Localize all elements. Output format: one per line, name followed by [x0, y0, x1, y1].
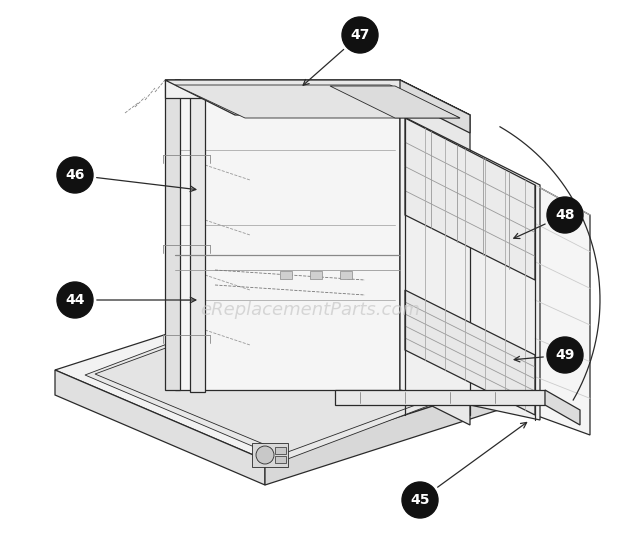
Polygon shape: [175, 85, 460, 118]
Polygon shape: [165, 80, 400, 98]
Text: 47: 47: [350, 28, 370, 42]
Polygon shape: [175, 80, 400, 390]
Circle shape: [402, 482, 438, 518]
Polygon shape: [400, 80, 470, 425]
Bar: [252, 443, 288, 467]
Polygon shape: [55, 280, 545, 460]
Bar: [280, 271, 292, 279]
Text: eReplacementParts.com: eReplacementParts.com: [200, 301, 420, 319]
Polygon shape: [85, 290, 510, 460]
Polygon shape: [265, 370, 545, 485]
Polygon shape: [55, 370, 265, 485]
Polygon shape: [165, 80, 195, 90]
Polygon shape: [190, 85, 220, 95]
Bar: [310, 271, 322, 279]
Polygon shape: [165, 80, 180, 390]
Circle shape: [547, 197, 583, 233]
Bar: [275, 447, 286, 454]
Polygon shape: [535, 185, 590, 435]
Polygon shape: [95, 295, 500, 453]
Bar: [340, 271, 352, 279]
Polygon shape: [400, 115, 540, 420]
Polygon shape: [165, 80, 470, 115]
Text: 45: 45: [410, 493, 430, 507]
Polygon shape: [175, 80, 470, 115]
Text: 49: 49: [556, 348, 575, 362]
Bar: [275, 456, 286, 463]
Polygon shape: [330, 86, 460, 118]
Circle shape: [342, 17, 378, 53]
Circle shape: [256, 446, 274, 464]
Text: 44: 44: [65, 293, 85, 307]
Polygon shape: [400, 80, 470, 133]
Text: 46: 46: [65, 168, 85, 182]
Text: 48: 48: [556, 208, 575, 222]
Polygon shape: [405, 118, 535, 280]
Polygon shape: [335, 390, 545, 405]
Polygon shape: [545, 390, 580, 425]
Circle shape: [57, 157, 93, 193]
Polygon shape: [405, 290, 535, 415]
Circle shape: [547, 337, 583, 373]
Polygon shape: [190, 85, 205, 392]
Circle shape: [57, 282, 93, 318]
